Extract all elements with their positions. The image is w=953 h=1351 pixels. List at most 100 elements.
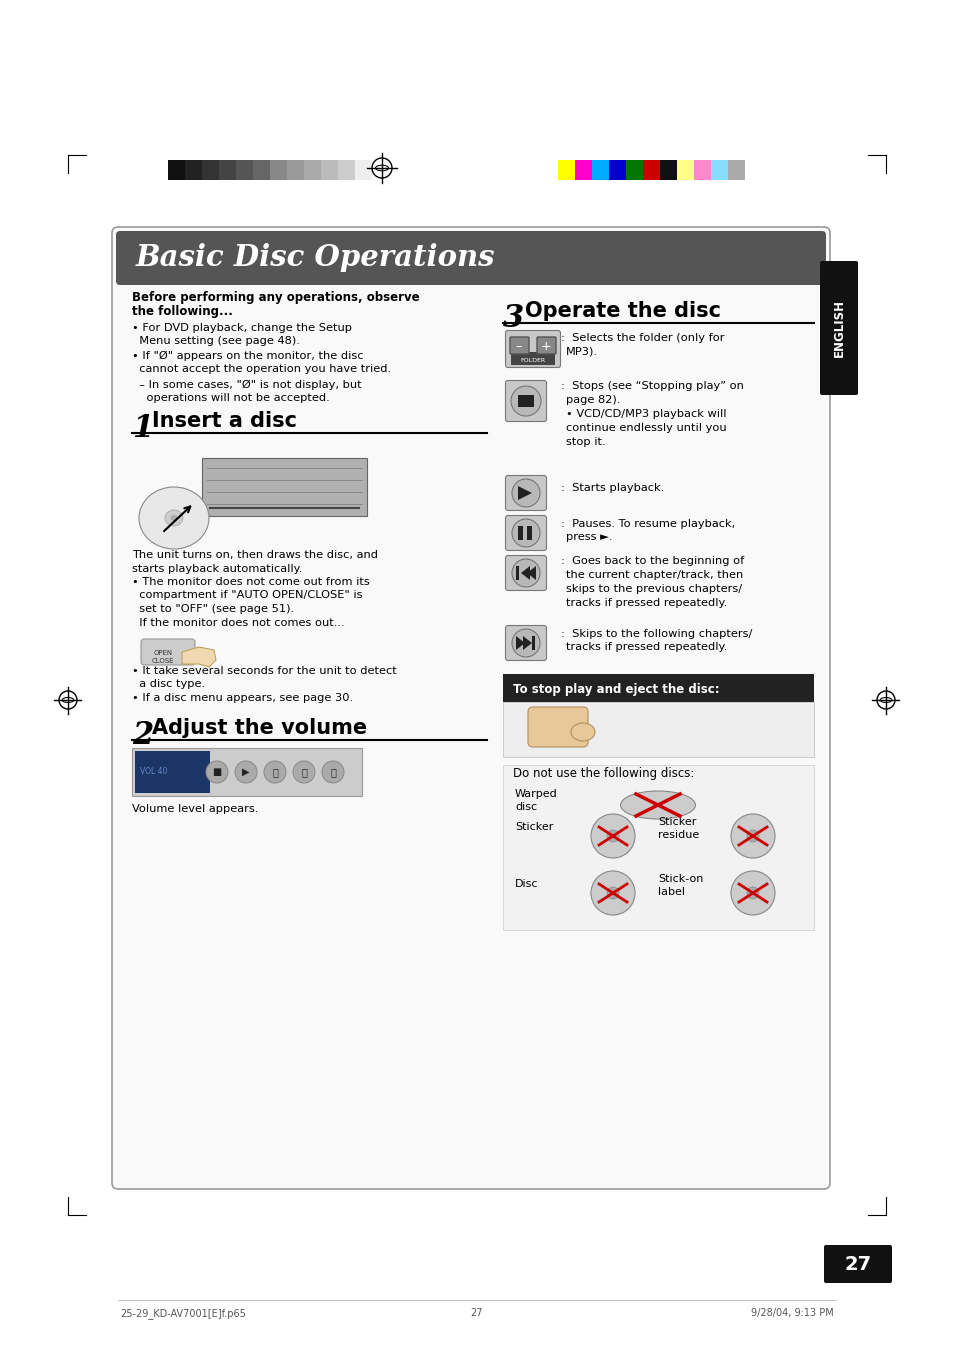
- Bar: [132, 748, 361, 796]
- Bar: [304, 159, 320, 180]
- FancyBboxPatch shape: [505, 626, 546, 661]
- Text: :  Goes back to the beginning of: : Goes back to the beginning of: [560, 557, 743, 566]
- FancyBboxPatch shape: [505, 476, 546, 511]
- Text: To stop play and eject the disc:: To stop play and eject the disc:: [513, 682, 719, 696]
- Text: • For DVD playback, change the Setup: • For DVD playback, change the Setup: [132, 323, 352, 332]
- FancyBboxPatch shape: [820, 261, 857, 394]
- FancyBboxPatch shape: [505, 555, 546, 590]
- Text: ENGLISH: ENGLISH: [832, 299, 844, 357]
- Text: Warped: Warped: [515, 789, 558, 798]
- Text: ▶: ▶: [242, 767, 250, 777]
- Text: operations will not be accepted.: operations will not be accepted.: [132, 393, 330, 403]
- Text: The unit turns on, then draws the disc, and: The unit turns on, then draws the disc, …: [132, 550, 377, 561]
- Text: continue endlessly until you: continue endlessly until you: [565, 423, 726, 434]
- FancyBboxPatch shape: [505, 516, 546, 550]
- Circle shape: [606, 888, 618, 898]
- Bar: [659, 159, 677, 180]
- Text: the current chapter/track, then: the current chapter/track, then: [565, 570, 742, 580]
- FancyBboxPatch shape: [505, 381, 546, 422]
- Circle shape: [590, 871, 635, 915]
- Circle shape: [512, 559, 539, 586]
- Circle shape: [730, 815, 774, 858]
- Text: residue: residue: [658, 830, 699, 840]
- Bar: [693, 159, 710, 180]
- Text: Sticker: Sticker: [658, 817, 696, 827]
- FancyBboxPatch shape: [141, 639, 194, 665]
- Bar: [270, 159, 287, 180]
- Ellipse shape: [171, 515, 177, 521]
- Text: skips to the previous chapters/: skips to the previous chapters/: [565, 584, 741, 594]
- FancyBboxPatch shape: [116, 231, 825, 285]
- Text: If the monitor does not comes out...: If the monitor does not comes out...: [132, 617, 344, 627]
- Text: Do not use the following discs:: Do not use the following discs:: [513, 767, 694, 780]
- Text: compartment if "AUTO OPEN/CLOSE" is: compartment if "AUTO OPEN/CLOSE" is: [132, 590, 362, 600]
- Bar: [592, 159, 608, 180]
- Bar: [185, 159, 202, 180]
- Bar: [320, 159, 337, 180]
- Text: press ►.: press ►.: [565, 532, 612, 542]
- Text: 3: 3: [502, 303, 524, 334]
- Bar: [253, 159, 270, 180]
- Polygon shape: [526, 566, 536, 580]
- Text: page 82).: page 82).: [565, 394, 619, 405]
- Bar: [526, 526, 532, 540]
- Bar: [558, 159, 575, 180]
- Polygon shape: [522, 636, 532, 650]
- Text: FOLDER: FOLDER: [520, 358, 545, 363]
- Circle shape: [606, 830, 618, 842]
- Polygon shape: [182, 647, 215, 667]
- Bar: [287, 159, 304, 180]
- Text: Disc: Disc: [515, 880, 537, 889]
- Ellipse shape: [619, 790, 695, 819]
- FancyBboxPatch shape: [510, 336, 529, 354]
- Bar: [516, 566, 518, 580]
- Ellipse shape: [571, 723, 595, 740]
- Ellipse shape: [139, 486, 209, 549]
- FancyBboxPatch shape: [505, 331, 560, 367]
- Text: :  Skips to the following chapters/: : Skips to the following chapters/: [560, 630, 752, 639]
- Bar: [642, 159, 659, 180]
- Text: 27: 27: [843, 1255, 871, 1274]
- FancyBboxPatch shape: [527, 707, 587, 747]
- Bar: [135, 751, 210, 793]
- Circle shape: [746, 888, 759, 898]
- Text: Volume level appears.: Volume level appears.: [132, 804, 258, 815]
- Text: OPEN: OPEN: [153, 650, 172, 657]
- Polygon shape: [517, 486, 532, 500]
- Text: ⏭: ⏭: [330, 767, 335, 777]
- Text: 1: 1: [132, 413, 153, 444]
- Bar: [677, 159, 693, 180]
- Circle shape: [322, 761, 344, 784]
- Circle shape: [730, 871, 774, 915]
- Text: tracks if pressed repeatedly.: tracks if pressed repeatedly.: [565, 598, 726, 608]
- Text: • If a disc menu appears, see page 30.: • If a disc menu appears, see page 30.: [132, 693, 353, 703]
- FancyBboxPatch shape: [823, 1246, 891, 1283]
- Bar: [710, 159, 727, 180]
- Bar: [202, 458, 367, 516]
- Ellipse shape: [165, 509, 183, 526]
- Circle shape: [511, 386, 540, 416]
- Text: Sticker: Sticker: [515, 821, 553, 832]
- Bar: [502, 703, 813, 757]
- Text: cannot accept the operation you have tried.: cannot accept the operation you have tri…: [132, 363, 391, 374]
- Text: :  Stops (see “Stopping play” on: : Stops (see “Stopping play” on: [560, 381, 743, 390]
- Text: – In some cases, "Ø" is not display, but: – In some cases, "Ø" is not display, but: [132, 380, 361, 390]
- Circle shape: [512, 519, 539, 547]
- Text: Basic Disc Operations: Basic Disc Operations: [136, 243, 495, 273]
- Text: stop it.: stop it.: [565, 436, 605, 447]
- Text: Insert a disc: Insert a disc: [152, 411, 296, 431]
- Text: +: +: [540, 340, 551, 354]
- Text: :  Selects the folder (only for: : Selects the folder (only for: [560, 332, 723, 343]
- Bar: [575, 159, 592, 180]
- Circle shape: [512, 630, 539, 657]
- Circle shape: [264, 761, 286, 784]
- Circle shape: [590, 815, 635, 858]
- Text: • If "Ø" appears on the monitor, the disc: • If "Ø" appears on the monitor, the dis…: [132, 351, 363, 361]
- Text: ■: ■: [213, 767, 221, 777]
- Text: tracks if pressed repeatedly.: tracks if pressed repeatedly.: [565, 642, 726, 653]
- Text: ⏮: ⏮: [301, 767, 307, 777]
- Bar: [502, 765, 813, 929]
- Bar: [355, 159, 372, 180]
- Circle shape: [234, 761, 256, 784]
- Circle shape: [746, 830, 759, 842]
